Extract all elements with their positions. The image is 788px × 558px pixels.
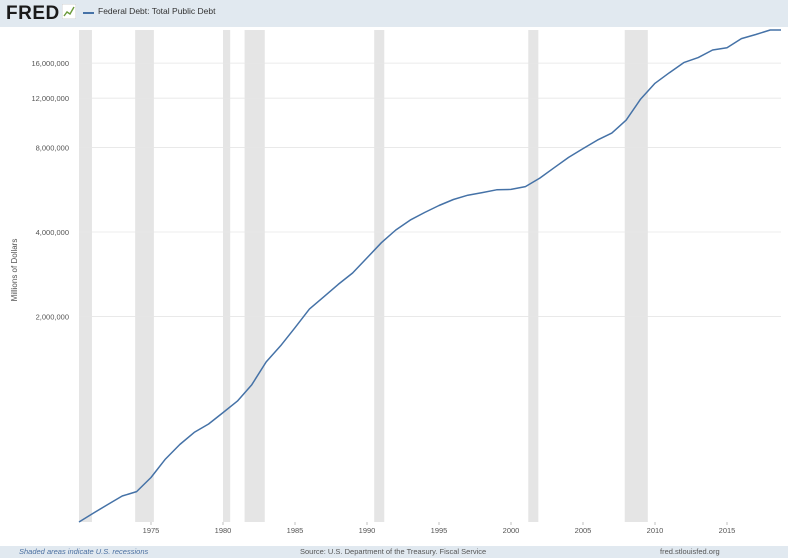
- fred-logo-graph-icon: [62, 4, 76, 19]
- series-group: [78, 29, 781, 523]
- header: FRED Federal Debt: Total Public Debt: [0, 0, 788, 27]
- x-tick-label: 2015: [719, 526, 736, 535]
- recession-note: Shaded areas indicate U.S. recessions: [19, 547, 149, 556]
- series-line: [78, 29, 781, 523]
- site-link[interactable]: fred.stlouisfed.org: [660, 547, 720, 556]
- x-tick-labels: 1975 1980 1985 1990 1995 2000 2005 2010 2015: [143, 522, 736, 535]
- source-note: Source: U.S. Department of the Treasury.…: [300, 547, 487, 556]
- legend-label[interactable]: Federal Debt: Total Public Debt: [98, 6, 216, 16]
- x-tick-label: 1990: [359, 526, 376, 535]
- recession-band: [223, 30, 231, 522]
- grid-lines: [79, 62, 781, 317]
- x-tick-label: 1995: [431, 526, 448, 535]
- recession-bands: [79, 30, 648, 522]
- y-tick-label: 4,000,000: [36, 228, 69, 237]
- y-axis-label: Millions of Dollars: [10, 239, 19, 302]
- recession-band: [624, 30, 648, 522]
- y-tick-label: 2,000,000: [36, 312, 69, 321]
- x-tick-label: 2010: [647, 526, 664, 535]
- fred-logo[interactable]: FRED: [6, 3, 60, 24]
- recession-band: [244, 30, 265, 522]
- x-tick-label: 1980: [215, 526, 232, 535]
- recession-band: [528, 30, 539, 522]
- y-tick-label: 16,000,000: [31, 59, 69, 68]
- x-tick-label: 2005: [575, 526, 592, 535]
- recession-band: [79, 30, 92, 522]
- y-tick-labels: 2,000,000 4,000,000 8,000,000 12,000,000 16,…: [31, 59, 69, 321]
- recession-band: [374, 30, 385, 522]
- recession-band: [135, 30, 154, 522]
- legend-swatch: [83, 12, 94, 14]
- y-tick-label: 8,000,000: [36, 144, 69, 153]
- chart-panel: [0, 27, 788, 546]
- y-tick-label: 12,000,000: [31, 94, 69, 103]
- x-tick-label: 2000: [503, 526, 520, 535]
- x-tick-label: 1975: [143, 526, 160, 535]
- x-tick-label: 1985: [287, 526, 304, 535]
